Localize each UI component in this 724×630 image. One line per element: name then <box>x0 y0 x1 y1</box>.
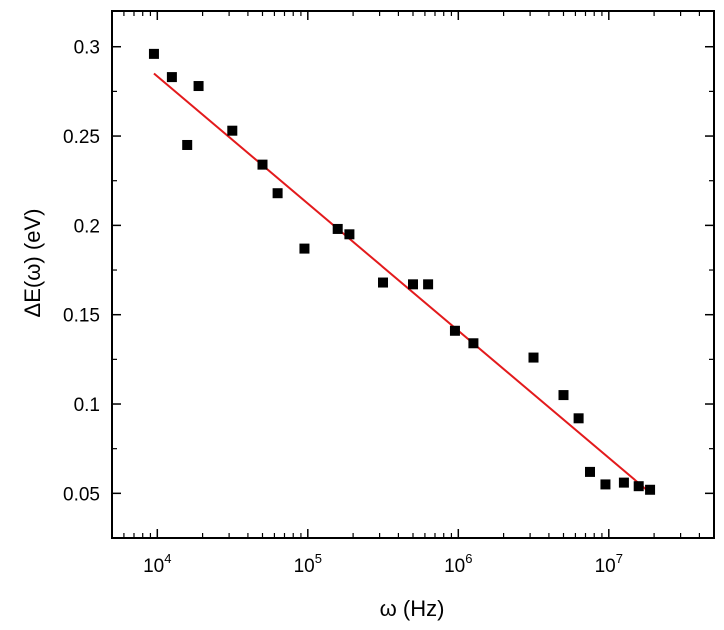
data-point <box>257 159 268 170</box>
x-tick-label: 104 <box>143 551 171 577</box>
x-tick-label: 106 <box>444 551 472 577</box>
x-tick-label: 107 <box>595 551 623 577</box>
data-point <box>585 466 596 477</box>
y-tick-label: 0.1 <box>74 395 100 416</box>
data-point <box>332 223 343 234</box>
y-tick-label: 0.3 <box>74 38 100 59</box>
data-point <box>299 243 310 254</box>
x-tick-exponent: 5 <box>315 551 322 566</box>
data-point <box>468 338 479 349</box>
data-point <box>423 279 434 290</box>
axis-ticks <box>112 11 714 538</box>
data-marks <box>148 48 656 495</box>
data-point <box>528 352 539 363</box>
x-tick-exponent: 4 <box>164 551 171 566</box>
data-point <box>618 477 629 488</box>
data-point <box>408 279 418 290</box>
x-tick-label: 105 <box>294 551 322 577</box>
data-point <box>166 72 177 83</box>
data-point <box>600 479 611 490</box>
data-point <box>182 139 193 150</box>
data-point <box>558 390 569 401</box>
data-point <box>378 277 389 288</box>
x-axis-label: ω (Hz) <box>380 596 445 621</box>
fit-line <box>153 72 652 495</box>
x-tick-exponent: 6 <box>465 551 472 566</box>
y-tick-label: 0.05 <box>63 484 100 505</box>
data-point <box>272 188 283 199</box>
y-tick-label: 0.2 <box>74 216 100 237</box>
data-point <box>227 125 238 136</box>
data-point <box>193 81 204 92</box>
data-point <box>633 481 644 492</box>
tick-labels: 104 105 106 107 0.05 0.1 0.15 0.2 0.25 0.3 <box>63 38 623 577</box>
y-axis-label: ΔE(ω) (eV) <box>20 209 45 318</box>
data-point <box>148 48 159 59</box>
data-point <box>573 413 584 424</box>
data-point <box>449 325 460 336</box>
y-tick-label: 0.15 <box>63 306 100 327</box>
x-tick-exponent: 7 <box>616 551 623 566</box>
data-point <box>344 229 355 240</box>
y-tick-label: 0.25 <box>63 127 100 148</box>
data-point <box>645 484 656 495</box>
